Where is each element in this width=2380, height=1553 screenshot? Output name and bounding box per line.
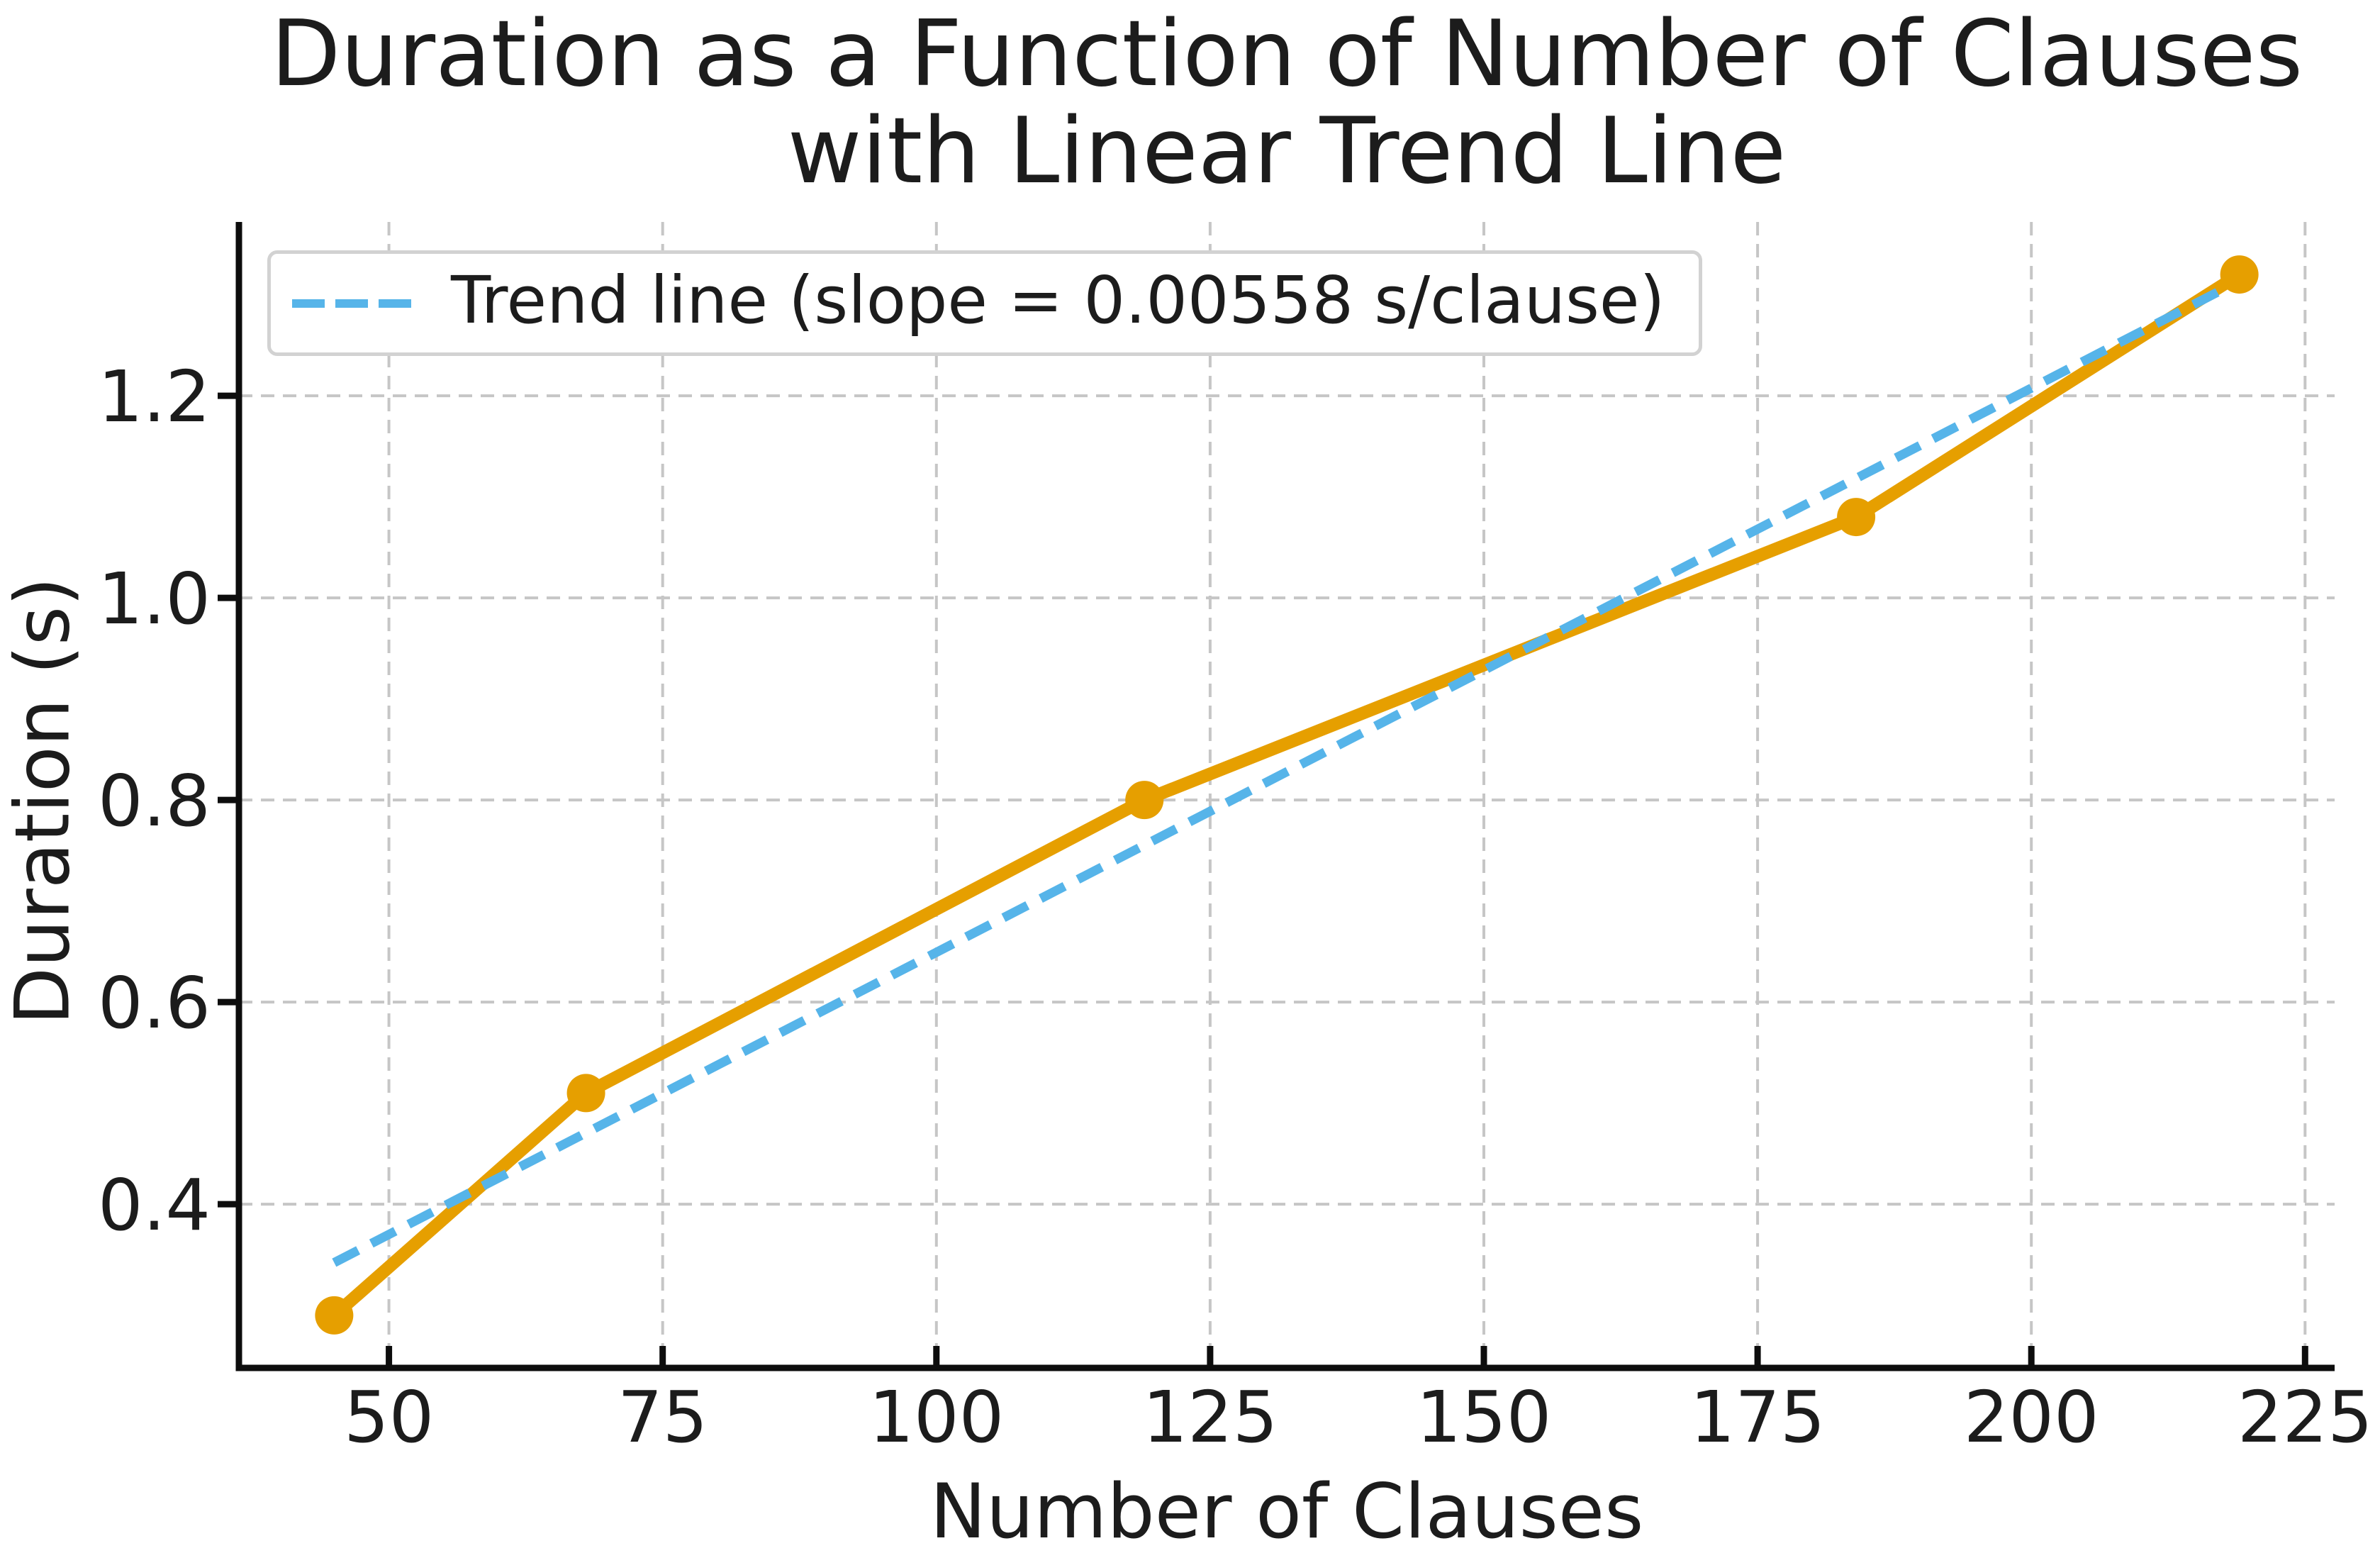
x-tick-label: 75 (618, 1376, 708, 1459)
x-axis-label: Number of Clauses (929, 1468, 1644, 1553)
y-tick-label: 0.8 (98, 759, 211, 842)
legend-label: Trend line (slope = 0.00558 s/clause) (451, 262, 1665, 338)
y-tick-label: 0.4 (98, 1164, 211, 1247)
data-point-marker (315, 1296, 354, 1335)
x-tick-label: 125 (1142, 1376, 1278, 1459)
data-point-marker (1837, 498, 1876, 537)
x-tick-label: 200 (1964, 1376, 2099, 1459)
y-tick-label: 0.6 (98, 962, 211, 1045)
x-tick-label: 150 (1417, 1376, 1552, 1459)
data-point-marker (566, 1074, 605, 1113)
x-tick-label: 175 (1690, 1376, 1826, 1459)
legend: Trend line (slope = 0.00558 s/clause) (267, 250, 1703, 356)
data-point-marker (2220, 255, 2259, 294)
x-tick-label: 50 (344, 1376, 434, 1459)
chart-title: Duration as a Function of Number of Clau… (239, 6, 2335, 200)
chart-title-line1: Duration as a Function of Number of Clau… (270, 1, 2303, 107)
y-axis-label: Duration (s) (0, 577, 86, 1025)
x-tick-label: 225 (2237, 1376, 2373, 1459)
x-tick-label: 100 (868, 1376, 1004, 1459)
y-tick-label: 1.2 (98, 355, 211, 438)
legend-dashed-line-icon (292, 299, 411, 308)
trend-line (332, 277, 2242, 1267)
chart-title-line2: with Linear Trend Line (787, 99, 1787, 204)
data-point-marker (1125, 781, 1164, 820)
y-tick-label: 1.0 (98, 557, 211, 640)
